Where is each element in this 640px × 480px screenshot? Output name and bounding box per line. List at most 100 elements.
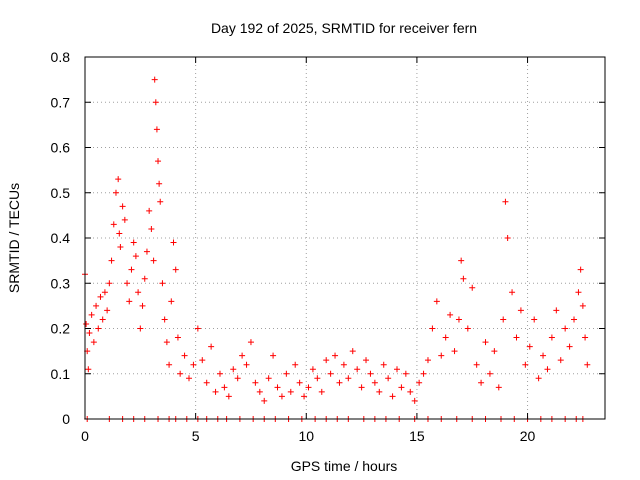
data-point	[119, 203, 126, 210]
data-point	[117, 244, 124, 251]
data-point	[502, 198, 509, 205]
data-point	[566, 343, 573, 350]
data-point	[190, 361, 197, 368]
data-point	[270, 352, 277, 359]
data-point	[112, 189, 119, 196]
data-point	[531, 316, 538, 323]
data-point	[367, 370, 374, 377]
data-point	[376, 388, 383, 395]
data-point	[517, 307, 524, 314]
data-point	[579, 302, 586, 309]
data-point	[121, 216, 128, 223]
data-point	[170, 239, 177, 246]
y-tick-label: 0.2	[51, 321, 71, 337]
data-point	[544, 366, 551, 373]
data-point	[535, 375, 542, 382]
x-tick-labels: 0 5 10 15 20	[81, 428, 535, 444]
data-point	[115, 176, 122, 183]
data-point	[469, 284, 476, 291]
data-point	[296, 379, 303, 386]
data-point	[261, 397, 268, 404]
data-point	[526, 343, 533, 350]
data-point	[225, 393, 232, 400]
data-point	[256, 388, 263, 395]
data-point	[130, 239, 137, 246]
data-point	[194, 325, 201, 332]
data-point	[522, 361, 529, 368]
data-point	[575, 289, 582, 296]
data-point	[458, 257, 465, 264]
data-point	[451, 348, 458, 355]
data-point	[473, 361, 480, 368]
data-point	[340, 361, 347, 368]
data-point	[486, 370, 493, 377]
data-point	[416, 379, 423, 386]
data-point	[557, 357, 564, 364]
data-point	[208, 343, 215, 350]
data-point	[132, 253, 139, 260]
data-point	[398, 384, 405, 391]
data-point	[562, 325, 569, 332]
data-point	[152, 99, 159, 106]
data-point	[447, 311, 454, 318]
x-tick-label: 0	[81, 428, 89, 444]
data-point	[407, 388, 414, 395]
data-point	[363, 357, 370, 364]
data-point	[85, 366, 92, 373]
data-point	[429, 325, 436, 332]
y-axis-label: SRMTID / TECUs	[6, 183, 22, 293]
data-point	[332, 352, 339, 359]
data-point	[83, 320, 90, 327]
data-point	[156, 180, 163, 187]
data-point	[124, 280, 131, 287]
data-point	[90, 339, 97, 346]
data-point	[478, 379, 485, 386]
x-tick-label: 5	[192, 428, 200, 444]
data-point	[230, 366, 237, 373]
data-point	[491, 348, 498, 355]
data-point	[314, 375, 321, 382]
grid-lines	[85, 57, 605, 419]
data-point	[318, 388, 325, 395]
data-point	[126, 298, 133, 305]
axis-ticks	[84, 56, 605, 420]
data-point	[354, 366, 361, 373]
data-point	[128, 266, 135, 273]
data-point	[168, 298, 175, 305]
data-point	[394, 366, 400, 373]
data-point	[358, 384, 365, 391]
data-point	[108, 257, 115, 264]
data-point	[455, 316, 462, 323]
data-point	[141, 275, 148, 282]
data-point	[137, 325, 144, 332]
data-point	[504, 235, 511, 241]
data-point	[151, 76, 158, 83]
data-point	[104, 307, 111, 314]
data-point	[371, 379, 378, 386]
data-point	[433, 298, 440, 305]
data-point	[143, 248, 150, 255]
data-point	[301, 393, 308, 400]
data-point	[292, 361, 299, 368]
data-point	[203, 379, 210, 386]
data-point	[460, 275, 467, 282]
x-axis-label: GPS time / hours	[291, 458, 398, 474]
data-point	[139, 302, 146, 309]
data-point	[420, 370, 427, 377]
data-point	[199, 357, 206, 364]
x-tick-label: 20	[520, 428, 536, 444]
data-point	[106, 280, 113, 287]
data-point	[327, 370, 334, 377]
data-point	[234, 375, 241, 382]
data-point	[166, 361, 173, 368]
y-tick-label: 0.5	[51, 185, 71, 201]
data-point	[172, 266, 179, 273]
data-point	[345, 375, 352, 382]
data-point	[247, 339, 254, 346]
y-tick-label: 0	[62, 411, 70, 427]
data-point	[482, 339, 489, 346]
y-tick-label: 0.1	[51, 366, 71, 382]
data-point	[153, 126, 160, 133]
data-point	[186, 375, 192, 382]
